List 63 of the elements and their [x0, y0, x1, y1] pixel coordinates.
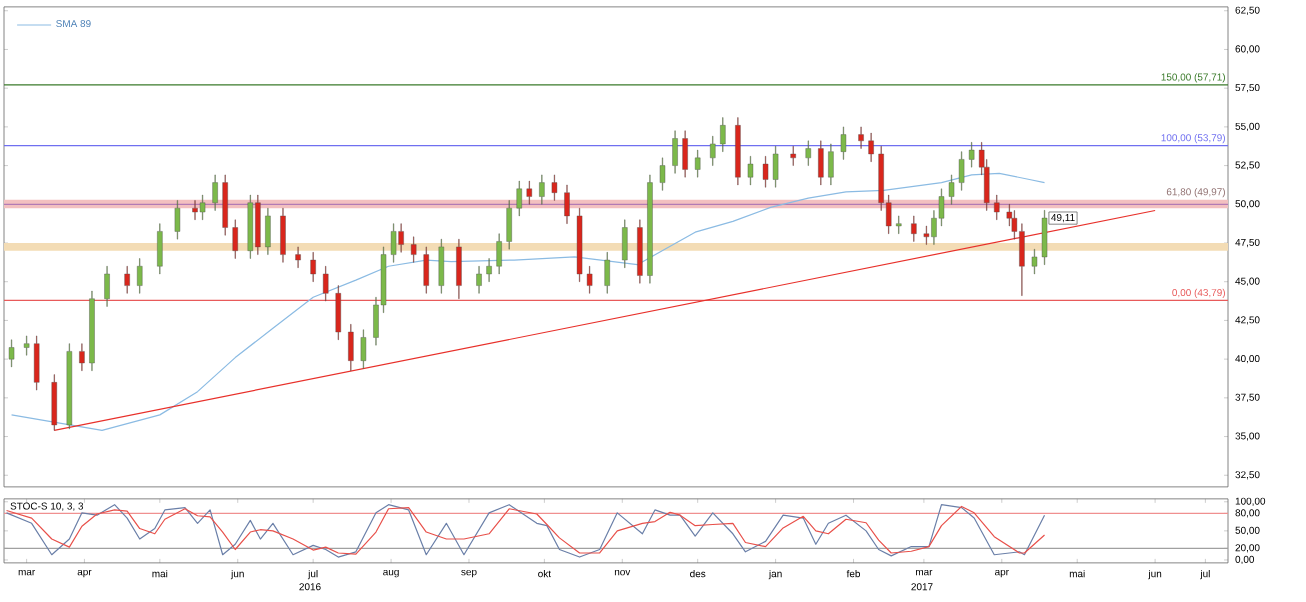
candlestick — [66, 343, 73, 429]
candlestick — [539, 174, 545, 205]
candlestick — [33, 335, 40, 390]
candlestick — [710, 135, 716, 166]
candlestick — [137, 257, 143, 294]
candlestick — [310, 251, 316, 282]
candlestick — [232, 219, 238, 259]
candlestick — [720, 116, 726, 152]
candlestick — [622, 219, 628, 268]
candlestick — [747, 155, 754, 185]
candlestick — [868, 132, 874, 162]
candlestick — [212, 174, 218, 211]
candlestick — [911, 215, 917, 242]
candlestick — [858, 126, 864, 149]
candlestick — [994, 194, 1000, 220]
candlestick — [637, 219, 643, 284]
candlestick — [157, 223, 163, 274]
candlestick — [694, 149, 701, 177]
candlestick — [496, 233, 502, 274]
candlestick — [818, 140, 824, 185]
candlestick — [896, 215, 902, 234]
candlestick — [486, 257, 492, 282]
candlestick — [828, 143, 834, 185]
candlestick — [124, 265, 130, 294]
candlestick — [476, 265, 482, 294]
candlestick — [526, 180, 533, 205]
candlestick — [104, 265, 110, 307]
candlestick — [672, 130, 678, 174]
candlestick — [682, 130, 688, 177]
candlestick — [456, 238, 462, 299]
candlestick — [659, 157, 666, 191]
candlestick — [295, 246, 301, 268]
candlestick — [222, 174, 228, 236]
candlestick — [79, 343, 85, 371]
candlestick — [840, 126, 847, 160]
candlestick — [199, 194, 206, 220]
candlestick — [174, 199, 181, 239]
candlestick — [265, 207, 271, 255]
candlestick — [51, 373, 57, 431]
candlestick — [323, 265, 329, 301]
candlestick — [192, 199, 198, 220]
candlestick — [647, 174, 653, 284]
candlestick — [89, 290, 95, 371]
candlestick — [410, 236, 417, 263]
candlestick — [8, 339, 15, 367]
candlestick — [735, 116, 741, 185]
candlestick — [423, 246, 429, 294]
candlestick — [335, 284, 341, 340]
candlestick — [790, 145, 796, 166]
candlestick — [516, 180, 522, 216]
candlestick — [247, 194, 254, 259]
candlestick — [438, 238, 445, 294]
line-series — [10, 172, 1046, 431]
candlestick — [564, 184, 570, 224]
candlestick — [360, 329, 367, 369]
candlestick — [348, 323, 354, 371]
candlestick — [805, 140, 811, 166]
candlestick — [551, 174, 558, 201]
candlestick — [604, 251, 610, 294]
candlestick — [506, 199, 512, 249]
candlestick — [255, 194, 261, 255]
candlestick — [280, 207, 286, 263]
candlestick — [23, 335, 30, 356]
